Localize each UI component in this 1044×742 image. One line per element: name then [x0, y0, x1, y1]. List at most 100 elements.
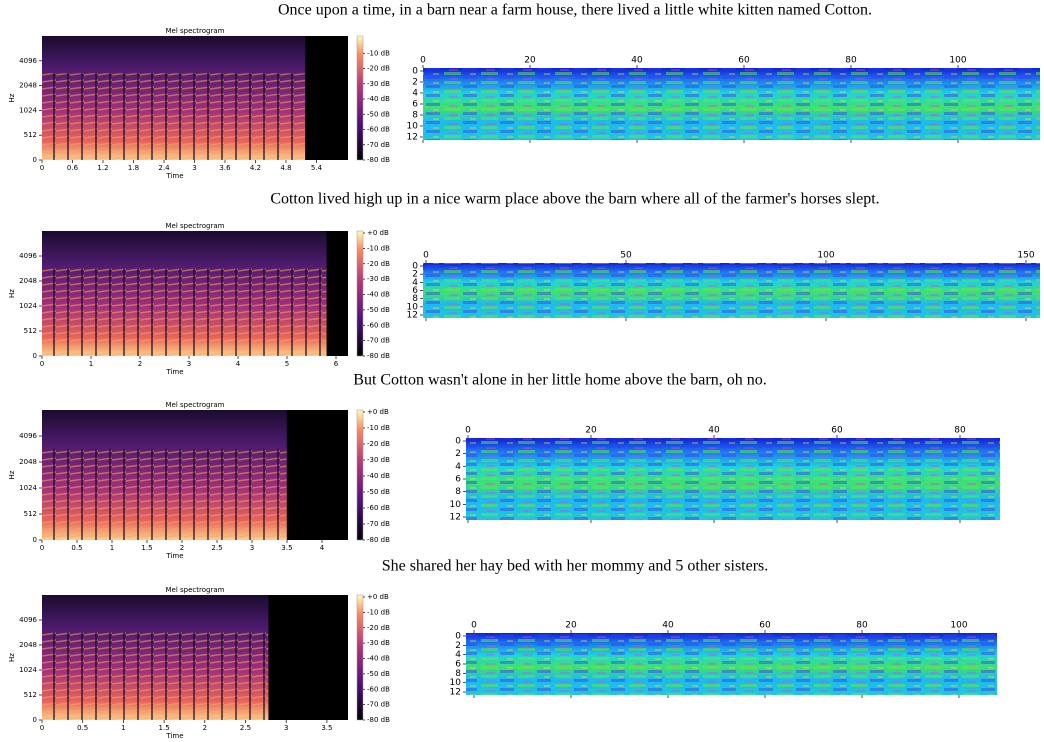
colorbar-label: -60 dB	[367, 126, 390, 134]
spectrogram-title: Mel spectrogram	[166, 586, 225, 594]
y-tick-label: 0	[412, 262, 418, 272]
x-tick-label: 0	[471, 621, 477, 631]
y-tick-label: 8	[412, 294, 418, 304]
y-tick-label: 6	[455, 475, 461, 485]
heatmap-texture	[466, 438, 1000, 520]
colorbar-label: -70 dB	[367, 701, 390, 709]
x-tick-label: 20	[524, 56, 536, 66]
colorbar-label: +0 dB	[367, 593, 389, 601]
x-tick-label: 80	[954, 426, 966, 436]
y-tick-label: 0	[33, 716, 37, 724]
x-tick-label: 2	[138, 360, 142, 368]
caption: Once upon a time, in a barn near a farm …	[278, 2, 872, 19]
y-tick-label: 8	[412, 111, 418, 121]
colorbar	[356, 230, 364, 357]
x-tick-label: 40	[631, 56, 643, 66]
y-tick-label: 2	[455, 449, 461, 459]
y-tick-label: 1024	[19, 106, 37, 114]
colorbar-label: -10 dB	[367, 608, 390, 616]
y-tick-label: 2	[412, 270, 418, 280]
colorbar-label: -30 dB	[367, 639, 390, 647]
x-axis-label: Time	[165, 368, 183, 376]
x-tick-label: 150	[1017, 251, 1034, 261]
colorbar-label: -40 dB	[367, 95, 390, 103]
y-tick-label: 12	[407, 311, 418, 321]
colorbar-label: -40 dB	[367, 472, 390, 480]
caption: She shared her hay bed with her mommy an…	[382, 558, 769, 575]
y-tick-label: 10	[450, 678, 462, 688]
y-axis-label: Hz	[8, 470, 16, 479]
colorbar-label: -50 dB	[367, 670, 390, 678]
y-tick-label: 8	[455, 487, 461, 497]
y-tick-label: 0	[455, 632, 461, 642]
y-tick-label: 0	[33, 156, 37, 164]
colorbar-label: -60 dB	[367, 685, 390, 693]
y-tick-label: 4096	[19, 616, 37, 624]
x-tick-label: 0.6	[67, 164, 79, 172]
colorbar-label: -20 dB	[367, 65, 390, 73]
colorbar-label: +0 dB	[367, 229, 389, 237]
colorbar-label: -20 dB	[367, 440, 390, 448]
y-tick-label: 2	[412, 78, 418, 88]
colorbar-label: -60 dB	[367, 504, 390, 512]
x-tick-label: 2.4	[158, 164, 170, 172]
x-tick-label: 0	[40, 544, 44, 552]
spectrogram-harmonics	[42, 268, 327, 356]
colorbar-label: -80 dB	[367, 352, 390, 360]
spectrogram-harmonics	[42, 632, 269, 720]
y-tick-label: 512	[24, 510, 37, 518]
caption: Cotton lived high up in a nice warm plac…	[270, 191, 879, 208]
y-tick-label: 12	[407, 133, 418, 143]
x-tick-label: 5.4	[311, 164, 323, 172]
y-tick-label: 2048	[19, 458, 37, 466]
x-tick-label: 1.2	[97, 164, 108, 172]
spectrogram-harmonics	[42, 449, 287, 540]
y-tick-label: 1024	[19, 484, 37, 492]
y-tick-label: 4096	[19, 57, 37, 65]
y-tick-label: 0	[412, 67, 418, 77]
x-tick-label: 80	[856, 621, 868, 631]
x-tick-label: 5	[285, 360, 289, 368]
colorbar-label: -10 dB	[367, 424, 390, 432]
y-tick-label: 4	[455, 650, 461, 660]
spectrogram-harmonics	[42, 73, 306, 160]
colorbar	[356, 409, 364, 541]
colorbar-label: -60 dB	[367, 321, 390, 329]
y-tick-label: 6	[455, 660, 461, 670]
y-tick-label: 2048	[19, 277, 37, 285]
colorbar-label: +0 dB	[367, 408, 389, 416]
y-tick-label: 12	[450, 688, 461, 698]
colorbar-label: -50 dB	[367, 306, 390, 314]
x-tick-label: 3	[187, 360, 191, 368]
heatmap-texture	[466, 633, 997, 695]
x-tick-label: 80	[845, 56, 857, 66]
y-axis-label: Hz	[8, 653, 16, 662]
colorbar-label: -80 dB	[367, 536, 390, 544]
colorbar-label: -50 dB	[367, 488, 390, 496]
y-axis-label: Hz	[8, 93, 16, 102]
y-tick-label: 2	[455, 641, 461, 651]
y-tick-label: 0	[33, 352, 37, 360]
x-tick-label: 3	[192, 164, 196, 172]
y-tick-label: 512	[24, 327, 37, 335]
y-tick-label: 6	[412, 100, 418, 110]
x-tick-label: 3	[284, 724, 288, 732]
colorbar	[356, 594, 364, 721]
y-tick-label: 0	[455, 437, 461, 447]
x-tick-label: 60	[831, 426, 843, 436]
colorbar-label: -50 dB	[367, 110, 390, 118]
heatmap-texture	[423, 263, 1040, 318]
x-tick-label: 2	[203, 724, 207, 732]
colorbar-label: -80 dB	[367, 716, 390, 724]
y-tick-label: 512	[24, 131, 37, 139]
x-tick-label: 20	[585, 426, 597, 436]
x-tick-label: 2	[180, 544, 184, 552]
y-tick-label: 10	[407, 302, 419, 312]
spectrogram-title: Mel spectrogram	[166, 401, 225, 409]
y-tick-label: 6	[412, 286, 418, 296]
y-tick-label: 4	[455, 462, 461, 472]
x-tick-label: 3.5	[321, 724, 332, 732]
colorbar-label: -70 dB	[367, 520, 390, 528]
y-tick-label: 2048	[19, 641, 37, 649]
